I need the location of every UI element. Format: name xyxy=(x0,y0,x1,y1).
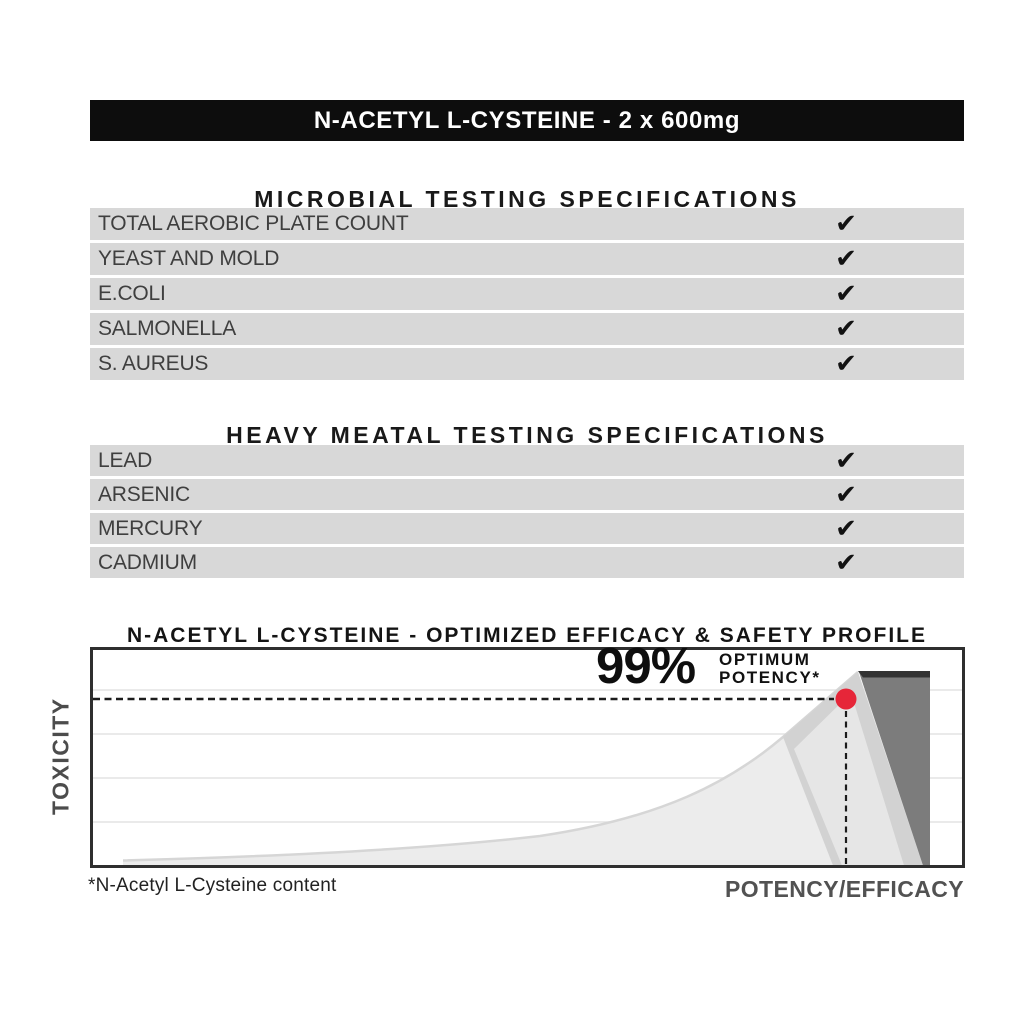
spec-row: E.COLI ✔ xyxy=(90,278,964,310)
spec-row-label: MERCURY xyxy=(98,516,203,540)
product-title-banner: N-ACETYL L-CYSTEINE - 2 x 600mg xyxy=(90,100,964,141)
spec-row-label: CADMIUM xyxy=(98,550,197,574)
microbial-table: TOTAL AEROBIC PLATE COUNT ✔ YEAST AND MOLD… xyxy=(90,208,964,380)
optimum-potency-label: OPTIMUM POTENCY* xyxy=(719,651,821,686)
danger-zone-top-edge xyxy=(858,671,930,678)
spec-row-label: LEAD xyxy=(98,448,153,472)
optimum-band-inner xyxy=(794,693,904,866)
optimum-point-marker xyxy=(835,688,857,710)
danger-zone xyxy=(859,672,930,866)
toxicity-curve-stroke xyxy=(122,671,859,862)
checkmark-icon: ✔ xyxy=(835,209,857,239)
footnote: *N-Acetyl L-Cysteine content xyxy=(88,875,337,896)
checkmark-icon: ✔ xyxy=(835,314,857,344)
spec-row: TOTAL AEROBIC PLATE COUNT ✔ xyxy=(90,208,964,240)
efficacy-chart: 99% OPTIMUM POTENCY* xyxy=(90,640,965,868)
checkmark-icon: ✔ xyxy=(835,513,857,544)
checkmark-icon: ✔ xyxy=(835,244,857,274)
chart-heading: N-ACETYL L-CYSTEINE - OPTIMIZED EFFICACY… xyxy=(126,624,928,648)
checkmark-icon: ✔ xyxy=(835,279,857,309)
spec-row-label: E.COLI xyxy=(98,282,166,305)
checkmark-icon: ✔ xyxy=(835,445,857,476)
spec-row: CADMIUM ✔ xyxy=(90,547,964,578)
y-axis-label: TOXICITY xyxy=(47,697,74,815)
heavy-metal-heading: HEAVY MEATAL TESTING SPECIFICATIONS xyxy=(226,422,828,449)
optimum-percentage: 99% xyxy=(596,637,696,694)
spec-row: LEAD ✔ xyxy=(90,445,964,476)
checkmark-icon: ✔ xyxy=(835,349,857,379)
checkmark-icon: ✔ xyxy=(835,479,857,510)
spec-row: MERCURY ✔ xyxy=(90,513,964,544)
spec-row: SALMONELLA ✔ xyxy=(90,313,964,345)
spec-row-label: S. AUREUS xyxy=(98,352,209,375)
efficacy-chart-plot xyxy=(90,647,965,868)
optimum-potency-label-line1: OPTIMUM xyxy=(719,650,811,669)
spec-row-label: ARSENIC xyxy=(98,482,190,506)
spec-row: S. AUREUS ✔ xyxy=(90,348,964,380)
checkmark-icon: ✔ xyxy=(835,547,857,578)
spec-row: YEAST AND MOLD ✔ xyxy=(90,243,964,275)
plot-border xyxy=(90,647,965,868)
spec-row-label: YEAST AND MOLD xyxy=(98,247,280,270)
heavy-metal-table: LEAD ✔ ARSENIC ✔ MERCURY ✔ CADMIUM ✔ xyxy=(90,445,964,578)
spec-row-label: TOTAL AEROBIC PLATE COUNT xyxy=(98,212,409,235)
microbial-heading: MICROBIAL TESTING SPECIFICATIONS xyxy=(254,186,800,213)
product-title: N-ACETYL L-CYSTEINE - 2 x 600mg xyxy=(313,106,741,134)
x-axis-label: POTENCY/EFFICACY xyxy=(725,876,964,902)
toxicity-curve-area xyxy=(123,672,928,866)
optimum-potency-label-line2: POTENCY* xyxy=(719,667,821,687)
spec-row-label: SALMONELLA xyxy=(98,317,237,340)
spec-row: ARSENIC ✔ xyxy=(90,479,964,510)
